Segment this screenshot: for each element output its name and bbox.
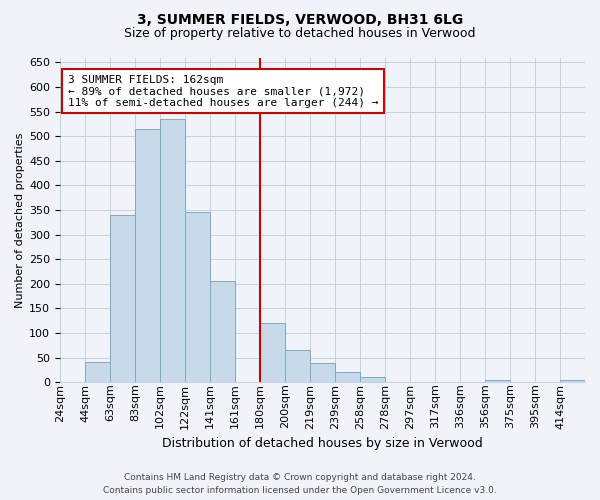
Bar [285,350,310,382]
Text: Size of property relative to detached houses in Verwood: Size of property relative to detached ho… [124,28,476,40]
Y-axis label: Number of detached properties: Number of detached properties [15,132,25,308]
Bar [560,380,585,382]
Bar [485,380,510,382]
Text: Contains HM Land Registry data © Crown copyright and database right 2024.
Contai: Contains HM Land Registry data © Crown c… [103,473,497,495]
Bar [310,364,335,382]
Bar [185,212,210,382]
X-axis label: Distribution of detached houses by size in Verwood: Distribution of detached houses by size … [162,437,483,450]
Bar [135,129,160,382]
Bar [210,282,235,382]
Bar [335,372,360,382]
Text: 3 SUMMER FIELDS: 162sqm
← 89% of detached houses are smaller (1,972)
11% of semi: 3 SUMMER FIELDS: 162sqm ← 89% of detache… [68,74,378,108]
Text: 3, SUMMER FIELDS, VERWOOD, BH31 6LG: 3, SUMMER FIELDS, VERWOOD, BH31 6LG [137,12,463,26]
Bar [260,323,285,382]
Bar [110,215,135,382]
Bar [160,119,185,382]
Bar [360,377,385,382]
Bar [85,362,110,382]
